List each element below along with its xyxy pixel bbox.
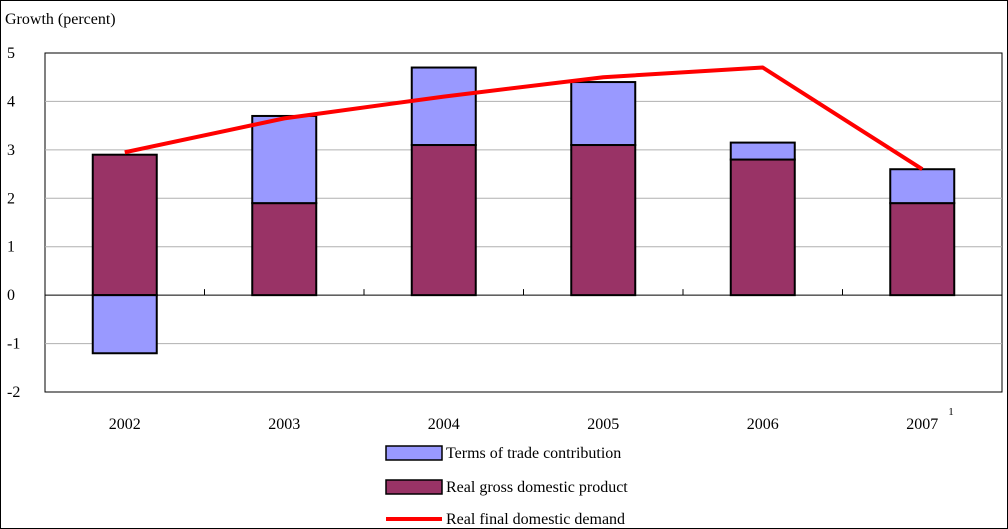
x-tick-label: 2006 — [747, 416, 779, 433]
legend-label-real-gdp: Real gross domestic product — [446, 479, 628, 496]
y-tick-label: -1 — [7, 336, 20, 353]
bar-terms-of-trade-2006 — [729, 141, 796, 161]
bar-real-gdp-2005 — [570, 144, 637, 297]
legend-item-real-final-demand: Real final domestic demand — [386, 511, 625, 528]
y-tick-label: -2 — [7, 384, 20, 401]
x-tick-label: 2004 — [428, 416, 460, 433]
legend-swatch-terms-of-trade — [385, 445, 443, 461]
y-axis-label: Growth (percent) — [5, 11, 116, 28]
y-tick-label: 2 — [7, 190, 15, 207]
bar-terms-of-trade-2007 — [889, 168, 956, 205]
y-tick-label: 3 — [7, 142, 15, 159]
plot-area — [44, 52, 1003, 393]
y-tick-label: 0 — [7, 287, 15, 304]
y-tick-label: 5 — [7, 45, 15, 62]
bar-terms-of-trade-2004 — [410, 66, 477, 147]
bar-real-gdp-2004 — [410, 144, 477, 297]
bar-terms-of-trade-2002 — [91, 294, 158, 355]
bar-terms-of-trade-2003 — [251, 114, 318, 205]
gridlines — [45, 100, 1002, 345]
line-real-final-domestic-demand — [124, 65, 924, 171]
y-tick-labels: 5 4 3 2 1 0 -1 -2 — [7, 45, 20, 401]
axes — [45, 289, 1002, 296]
legend-item-real-gdp: Real gross domestic product — [385, 479, 628, 496]
x-tick-label: 2003 — [268, 416, 300, 433]
y-tick-label: 1 — [7, 239, 15, 256]
legend-swatch-real-gdp — [385, 479, 443, 495]
y-tick-label: 4 — [7, 93, 15, 110]
x-tick-labels: 2002 2003 2004 2005 2006 2007 1 — [109, 406, 954, 433]
bar-terms-of-trade-2005 — [570, 81, 637, 147]
line-series — [124, 65, 924, 171]
x-tick-label: 2007 — [906, 416, 938, 433]
legend-label-real-final-demand: Real final domestic demand — [446, 511, 625, 528]
bar-real-gdp-2002 — [91, 153, 158, 297]
x-tick-label: 2002 — [109, 416, 141, 433]
bars — [91, 66, 956, 355]
x-tick-footnote: 1 — [948, 406, 954, 418]
legend-label-terms-of-trade: Terms of trade contribution — [446, 445, 621, 462]
x-tick-label: 2005 — [587, 416, 619, 433]
legend-item-terms-of-trade: Terms of trade contribution — [385, 445, 621, 462]
bar-real-gdp-2003 — [251, 202, 318, 297]
bar-real-gdp-2007 — [889, 202, 956, 297]
legend: Terms of trade contribution Real gross d… — [385, 445, 628, 528]
bar-real-gdp-2006 — [729, 158, 796, 297]
